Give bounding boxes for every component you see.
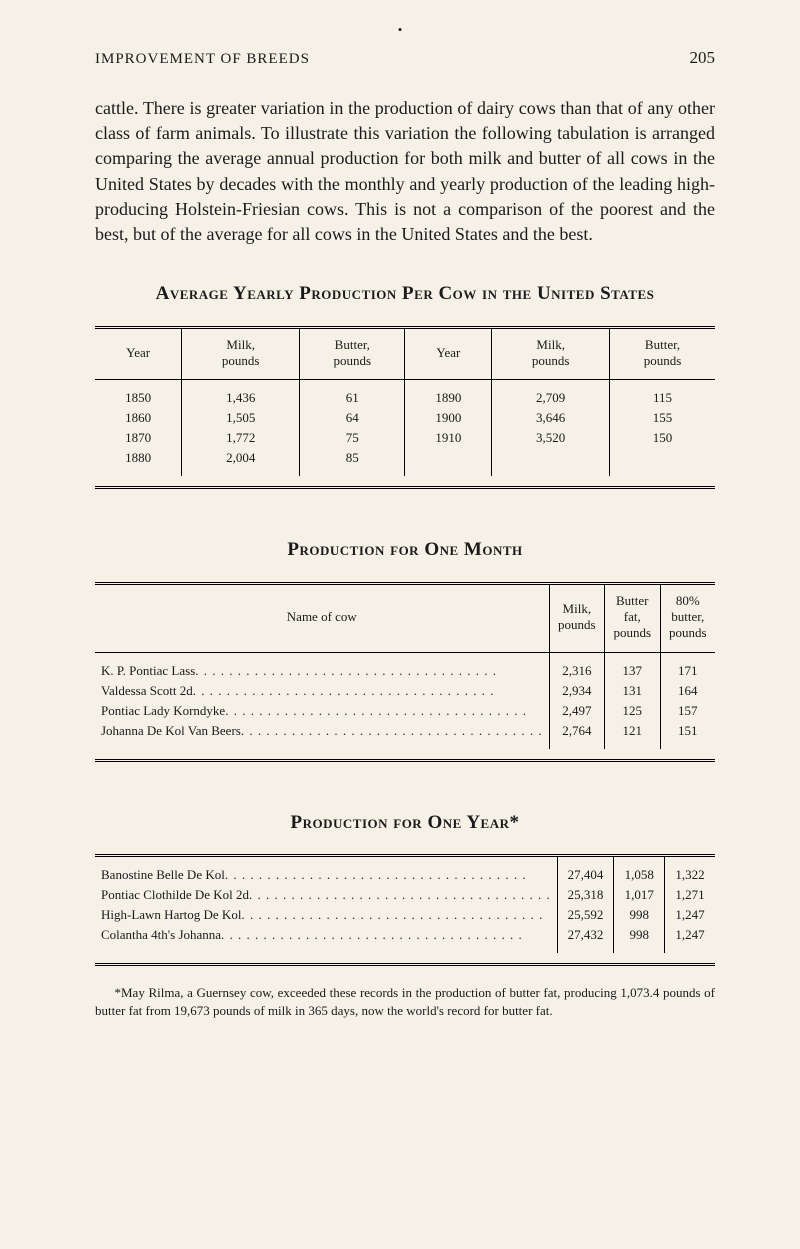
table-row: Valdessa Scott 2d2,934131164	[95, 681, 715, 701]
table-cell: 1,322	[665, 857, 715, 885]
table-row: 18701,7727519103,520150	[95, 428, 715, 448]
table-cell: 1880	[95, 448, 182, 476]
cow-name-cell: Colantha 4th's Johanna	[95, 925, 557, 953]
th-cowname: Name of cow	[95, 585, 549, 652]
th-butter-2: Butter,pounds	[610, 329, 715, 380]
th-milk-1: Milk,pounds	[182, 329, 300, 380]
table-cell: 1,271	[665, 885, 715, 905]
table-cell: 1860	[95, 408, 182, 428]
footnote: *May Rilma, a Guernsey cow, exceeded the…	[95, 984, 715, 1019]
table-cell: 1,772	[182, 428, 300, 448]
table-cell	[492, 448, 610, 476]
th-butterfat: Butter fat,pounds	[605, 585, 660, 652]
table2: Name of cow Milk,pounds Butter fat,pound…	[95, 585, 715, 749]
table-cell: 1,058	[614, 857, 665, 885]
th-80butter: 80% butter,pounds	[660, 585, 715, 652]
page-dot: •	[398, 22, 403, 38]
table-cell: 2,934	[549, 681, 604, 701]
table-cell: 85	[300, 448, 405, 476]
table-cell: 1,505	[182, 408, 300, 428]
table-cell: 25,318	[557, 885, 614, 905]
table-cell: 171	[660, 652, 715, 681]
table-cell: 61	[300, 380, 405, 409]
table-row: Banostine Belle De Kol27,4041,0581,322	[95, 857, 715, 885]
table-cell: 27,404	[557, 857, 614, 885]
cow-name-cell: K. P. Pontiac Lass	[95, 652, 549, 681]
table-cell: 121	[605, 721, 660, 749]
table-cell: 155	[610, 408, 715, 428]
table-cell: 150	[610, 428, 715, 448]
table-cell: 998	[614, 905, 665, 925]
table2-wrap: Name of cow Milk,pounds Butter fat,pound…	[95, 582, 715, 762]
table-cell: 151	[660, 721, 715, 749]
table-cell: 2,497	[549, 701, 604, 721]
table-row: 18501,4366118902,709115	[95, 380, 715, 409]
table-cell: 164	[660, 681, 715, 701]
table-cell: 25,592	[557, 905, 614, 925]
table-row: 18802,00485	[95, 448, 715, 476]
table2-heading: Production for One Month	[95, 537, 715, 564]
table3: Banostine Belle De Kol27,4041,0581,322Po…	[95, 857, 715, 953]
table-cell: 75	[300, 428, 405, 448]
th-milk-2: Milk,pounds	[492, 329, 610, 380]
table-cell: 1,017	[614, 885, 665, 905]
table-row: Colantha 4th's Johanna27,4329981,247	[95, 925, 715, 953]
body-paragraph: cattle. There is greater variation in th…	[95, 96, 715, 247]
table-row: K. P. Pontiac Lass2,316137171	[95, 652, 715, 681]
table2-header-row: Name of cow Milk,pounds Butter fat,pound…	[95, 585, 715, 652]
running-head: IMPROVEMENT OF BREEDS	[95, 51, 310, 68]
table-cell: 1850	[95, 380, 182, 409]
table1-header-row: Year Milk,pounds Butter,pounds Year Milk…	[95, 329, 715, 380]
table-cell: 2,316	[549, 652, 604, 681]
table-row: Johanna De Kol Van Beers2,764121151	[95, 721, 715, 749]
table-cell: 1870	[95, 428, 182, 448]
table3-heading: Production for One Year*	[95, 810, 715, 837]
table-cell: 27,432	[557, 925, 614, 953]
table-cell: 157	[660, 701, 715, 721]
table-row: Pontiac Lady Korndyke2,497125157	[95, 701, 715, 721]
cow-name-cell: Banostine Belle De Kol	[95, 857, 557, 885]
cow-name-cell: Valdessa Scott 2d	[95, 681, 549, 701]
table3-wrap: Banostine Belle De Kol27,4041,0581,322Po…	[95, 854, 715, 966]
table-cell: 1910	[405, 428, 492, 448]
th-year-2: Year	[405, 329, 492, 380]
table-cell: 131	[605, 681, 660, 701]
table-cell: 115	[610, 380, 715, 409]
table-row: High-Lawn Hartog De Kol25,5929981,247	[95, 905, 715, 925]
th-butter-1: Butter,pounds	[300, 329, 405, 380]
table1: Year Milk,pounds Butter,pounds Year Milk…	[95, 329, 715, 477]
table-cell: 998	[614, 925, 665, 953]
page-header: IMPROVEMENT OF BREEDS 205	[95, 48, 715, 68]
table-cell: 1890	[405, 380, 492, 409]
table-row: Pontiac Clothilde De Kol 2d25,3181,0171,…	[95, 885, 715, 905]
table-cell: 2,004	[182, 448, 300, 476]
cow-name-cell: Johanna De Kol Van Beers	[95, 721, 549, 749]
cow-name-cell: Pontiac Clothilde De Kol 2d	[95, 885, 557, 905]
th-milk: Milk,pounds	[549, 585, 604, 652]
table-cell: 1,436	[182, 380, 300, 409]
table1-heading: Average Yearly Production Per Cow in the…	[95, 281, 715, 308]
table-cell: 3,646	[492, 408, 610, 428]
table-cell: 1900	[405, 408, 492, 428]
table-cell: 1,247	[665, 905, 715, 925]
table1-wrap: Year Milk,pounds Butter,pounds Year Milk…	[95, 326, 715, 490]
table-cell: 1,247	[665, 925, 715, 953]
table-cell: 125	[605, 701, 660, 721]
page-number: 205	[690, 48, 716, 68]
table-row: 18601,5056419003,646155	[95, 408, 715, 428]
th-year-1: Year	[95, 329, 182, 380]
table-cell: 2,709	[492, 380, 610, 409]
table-cell: 137	[605, 652, 660, 681]
cow-name-cell: High-Lawn Hartog De Kol	[95, 905, 557, 925]
table-cell: 64	[300, 408, 405, 428]
table-cell: 3,520	[492, 428, 610, 448]
table-cell	[610, 448, 715, 476]
cow-name-cell: Pontiac Lady Korndyke	[95, 701, 549, 721]
table-cell	[405, 448, 492, 476]
table-cell: 2,764	[549, 721, 604, 749]
